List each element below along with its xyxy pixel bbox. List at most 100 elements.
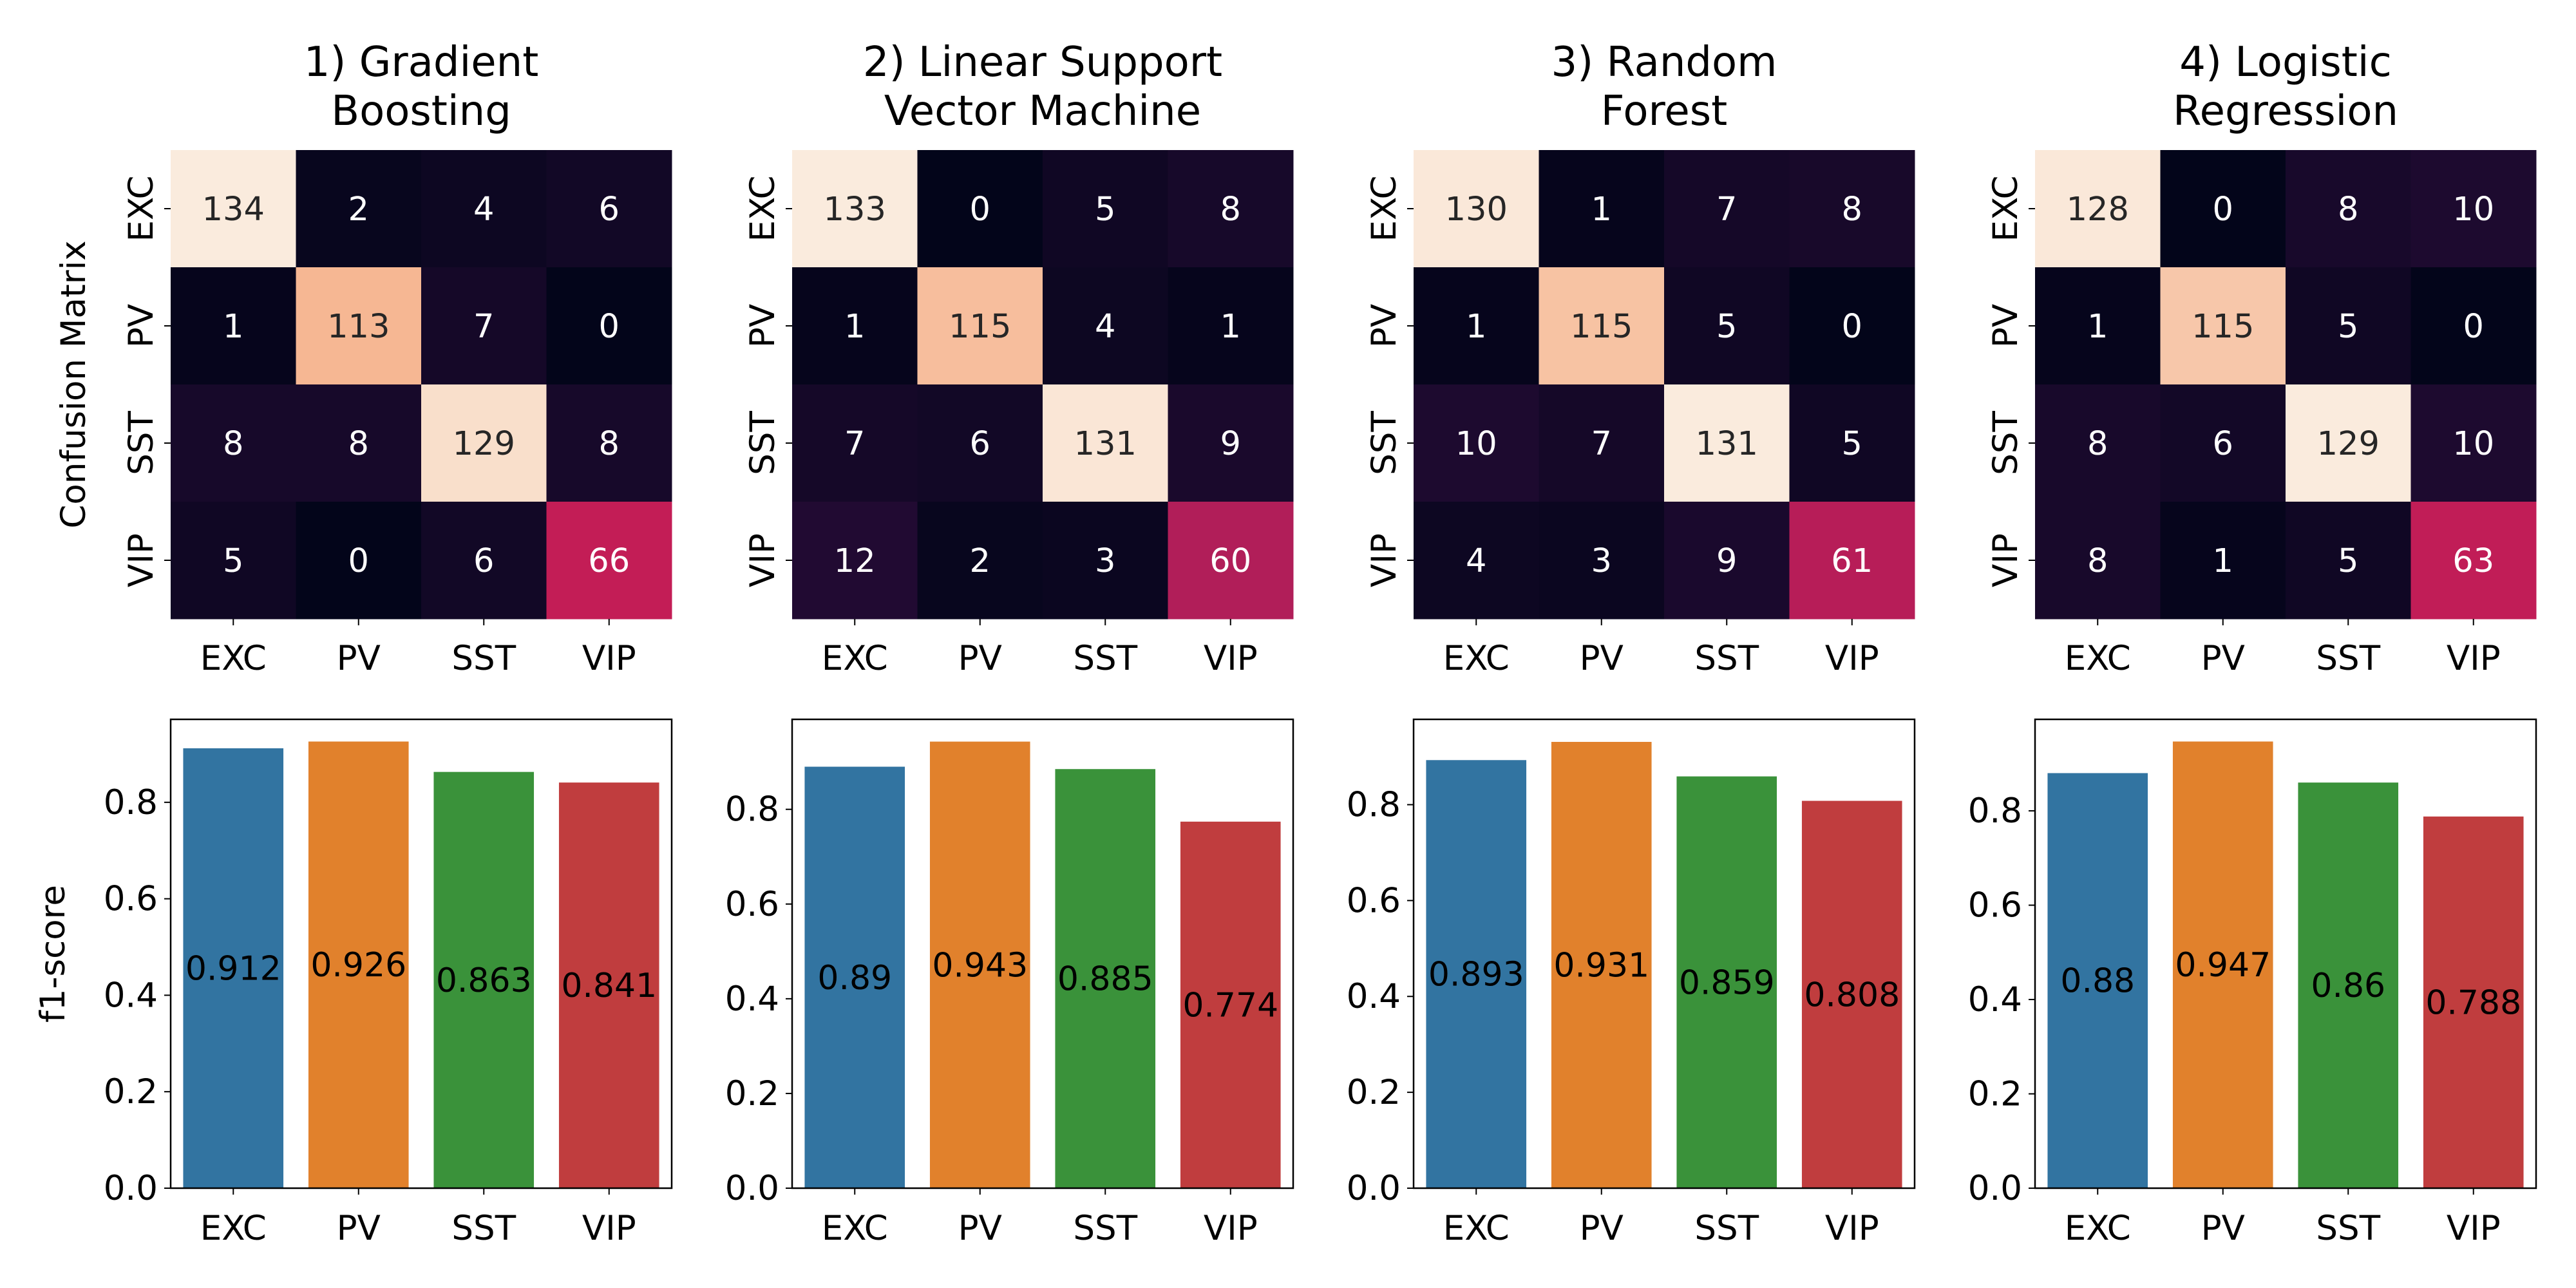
heatmap-cell-value: 8 (1220, 191, 1241, 229)
heatmap-cell-value: 9 (1220, 425, 1241, 463)
bar-y-tick-label: 0.0 (1968, 1169, 2022, 1208)
heatmap-cell (421, 150, 547, 268)
heatmap-cell-value: 61 (1831, 542, 1873, 580)
heatmap-cell (2286, 384, 2411, 502)
heatmap-cell (792, 150, 918, 268)
bar (929, 741, 1030, 1188)
heatmap-cell-value: 6 (2213, 425, 2233, 463)
heatmap-cell (546, 150, 672, 268)
heatmap-cell-value: 2 (970, 542, 990, 580)
heatmap-cell-value: 8 (599, 425, 620, 463)
bar-value-label: 0.943 (932, 946, 1028, 985)
heatmap-cell (2035, 150, 2161, 268)
heatmap-cell (2410, 150, 2537, 268)
bar-axes-frame (1412, 718, 1916, 1189)
heatmap-cell (1539, 150, 1665, 268)
heatmap-cell (1664, 384, 1790, 502)
heatmap-y-tick-label: EXC (1986, 176, 2025, 242)
heatmap-cell-value: 0 (599, 308, 620, 346)
heatmap-x-tick-label: VIP (1204, 639, 1258, 678)
heatmap-cell (421, 502, 547, 620)
heatmap-x-tick-label: VIP (1825, 639, 1879, 678)
bar-x-tick-label: PV (337, 1209, 381, 1248)
heatmap-cell-value: 115 (1570, 308, 1633, 346)
heatmap-cell (917, 150, 1043, 268)
heatmap-cell (171, 150, 296, 268)
heatmap-cell-value: 4 (1466, 542, 1486, 580)
heatmap-cell (1414, 150, 1539, 268)
heatmap-cell-value: 10 (2452, 191, 2494, 229)
bar (1180, 821, 1281, 1188)
heatmap-cell (296, 384, 422, 502)
heatmap-cell-value: 10 (1455, 425, 1497, 463)
bar-y-tick-label: 0.4 (104, 976, 158, 1015)
heatmap-cell-value: 5 (223, 542, 243, 580)
heatmap-cell (1168, 384, 1294, 502)
bar-axes-frame (2034, 718, 2537, 1189)
heatmap-cell-value: 1 (2213, 542, 2233, 580)
heatmap-x-tick-label: SST (2316, 639, 2380, 678)
bar-value-label: 0.926 (310, 946, 406, 985)
bar-y-tick-label: 0.8 (104, 783, 158, 822)
heatmap-cell (1664, 150, 1790, 268)
heatmap-cell-value: 1 (223, 308, 243, 346)
bar-x-tick-label: SST (1694, 1209, 1759, 1248)
heatmap-cell-value: 6 (599, 191, 620, 229)
heatmap-y-tick-label: VIP (122, 533, 161, 587)
bar (2423, 816, 2524, 1188)
heatmap-cell-value: 5 (2338, 308, 2358, 346)
heatmap-y-tick-label: SST (743, 411, 782, 475)
bar-y-tick-label: 0.8 (1347, 785, 1401, 824)
heatmap-title-line: 2) Linear Support (863, 39, 1222, 86)
bar-panel-2: 0.89 EXC 0.943 PV 0.885 SST 0.774 VIP 0.0 0.2 0.4 0… (725, 718, 1294, 1248)
bar-panel-1: 0.912 EXC 0.926 PV 0.863 SST 0.841 VIP 0.0 0.2 0.4… (104, 718, 673, 1248)
heatmap-cell-value: 4 (473, 191, 494, 229)
heatmap-cell (1789, 384, 1915, 502)
heatmap-y-tick-label: SST (122, 411, 161, 475)
heatmap-cell (171, 502, 296, 620)
heatmap-cell (917, 502, 1043, 620)
bar-y-tick-label: 0.6 (1347, 881, 1401, 920)
heatmap-cell (792, 267, 918, 385)
bar-y-tick-label: 0.4 (1347, 977, 1401, 1016)
heatmap-cell (2286, 150, 2411, 268)
bar-value-label: 0.947 (2175, 946, 2271, 985)
heatmap-cell-value: 1 (1466, 308, 1486, 346)
heatmap-cell-value: 130 (1445, 191, 1508, 229)
heatmap-cell (1043, 384, 1168, 502)
heatmap-cell (2035, 267, 2161, 385)
heatmap-y-tick-label: EXC (743, 176, 782, 242)
heatmap-cell (2160, 150, 2286, 268)
heatmap-cell-value: 12 (834, 542, 876, 580)
bar-panel-4: 0.88 EXC 0.947 PV 0.86 SST 0.788 VIP 0.0 0.2 0.4 0.… (1968, 718, 2537, 1248)
heatmap-cell (1789, 267, 1915, 385)
heatmap-y-tick-label: VIP (1986, 533, 2025, 587)
heatmap-title-line: Regression (2173, 88, 2398, 135)
bar-x-tick-label: EXC (200, 1209, 267, 1248)
bar (1055, 769, 1156, 1188)
heatmap-cell-value: 2 (348, 191, 369, 229)
heatmap-x-tick-label: EXC (2065, 639, 2131, 678)
heatmap-cell-value: 60 (1209, 542, 1251, 580)
bar-value-label: 0.86 (2311, 967, 2385, 1005)
bar-y-tick-label: 0.6 (1968, 886, 2022, 925)
heatmap-cell-value: 133 (824, 191, 886, 229)
heatmap-cell-value: 5 (2338, 542, 2358, 580)
bar-y-tick-label: 0.0 (104, 1169, 158, 1208)
heatmap-cell-value: 0 (348, 542, 369, 580)
heatmap-cell-value: 66 (588, 542, 630, 580)
bar-value-label: 0.88 (2060, 962, 2135, 1001)
heatmap-cell-value: 0 (1842, 308, 1862, 346)
heatmap-cell (1043, 502, 1168, 620)
heatmap-cell-value: 129 (2317, 425, 2380, 463)
bar (308, 741, 409, 1188)
bar-value-label: 0.912 (185, 949, 281, 988)
bar-x-tick-label: PV (958, 1209, 1002, 1248)
heatmap-cell (421, 384, 547, 502)
heatmap-cell (2035, 384, 2161, 502)
heatmap-y-tick-label: PV (122, 304, 161, 348)
heatmap-x-tick-label: EXC (200, 639, 267, 678)
heatmap-cell-value: 4 (1095, 308, 1115, 346)
